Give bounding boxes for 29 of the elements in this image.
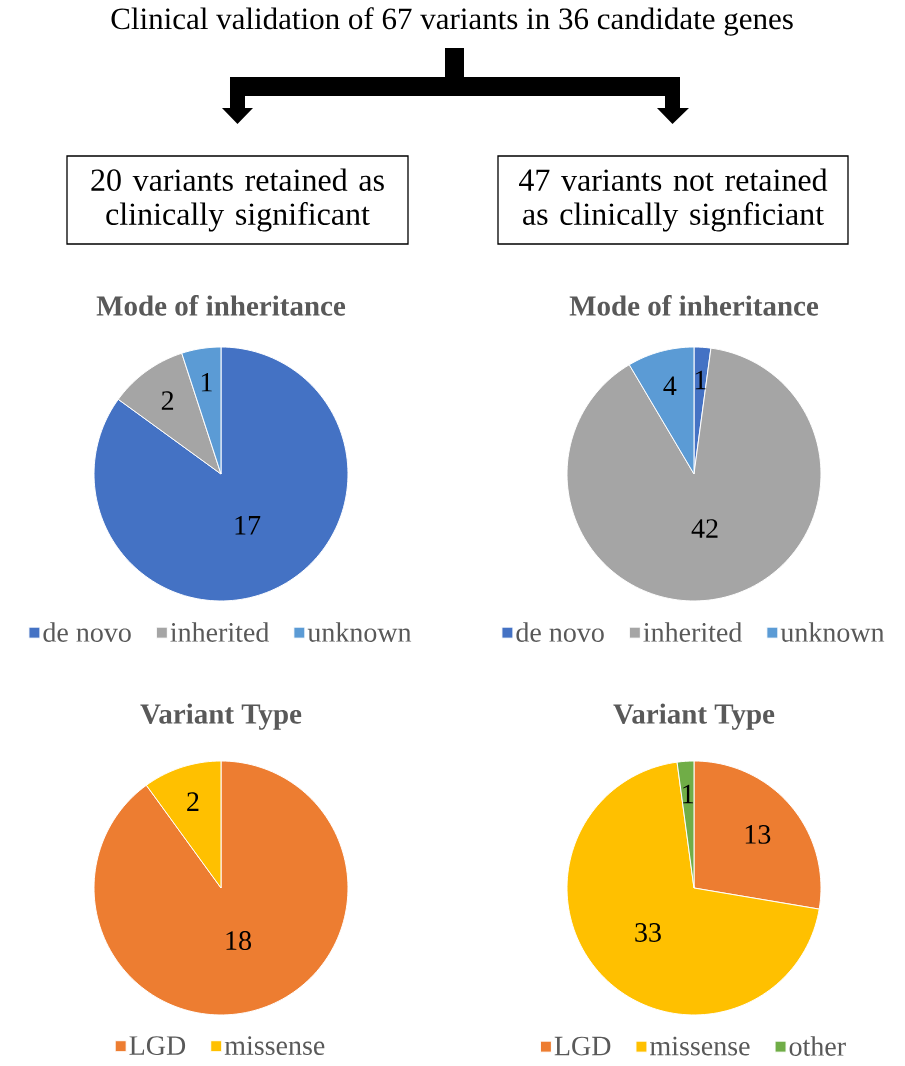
- legend-label: other: [789, 1036, 846, 1056]
- legend-label: inherited: [170, 622, 270, 642]
- chart-title: Variant Type: [140, 703, 302, 730]
- text: 47 variants not retained as clinically signficiant: [519, 168, 828, 232]
- data-label: 13: [745, 825, 771, 844]
- legend-label: LGD: [554, 1036, 611, 1056]
- legend-label: missense: [650, 1036, 750, 1056]
- legend-label: unknown: [307, 622, 412, 642]
- data-label: 4: [663, 376, 677, 395]
- chart-title: Variant Type: [613, 703, 775, 730]
- text: Clinical validation of 67 variants in 36 candidate genes: [111, 7, 793, 36]
- legend-label: inherited: [643, 622, 743, 642]
- chart-title: Mode of inheritance: [96, 295, 346, 316]
- legend-label: de novo: [516, 622, 604, 642]
- data-label: 17: [235, 515, 261, 535]
- chart-title: Mode of inheritance: [569, 295, 819, 316]
- data-label: 42: [691, 519, 718, 538]
- data-label: 33: [635, 923, 661, 942]
- data-label: 1: [683, 784, 694, 804]
- data-label: 2: [187, 792, 199, 811]
- data-label: 1: [201, 372, 212, 392]
- text: 20 variants retained as clinically significant: [91, 168, 384, 232]
- data-label: 2: [161, 391, 174, 410]
- legend-label: de novo: [43, 622, 131, 642]
- legend-label: missense: [224, 1036, 325, 1055]
- legend-label: LGD: [129, 1036, 186, 1055]
- legend-label: unknown: [780, 622, 885, 642]
- data-label: 1: [695, 370, 706, 390]
- data-label: 18: [226, 931, 252, 950]
